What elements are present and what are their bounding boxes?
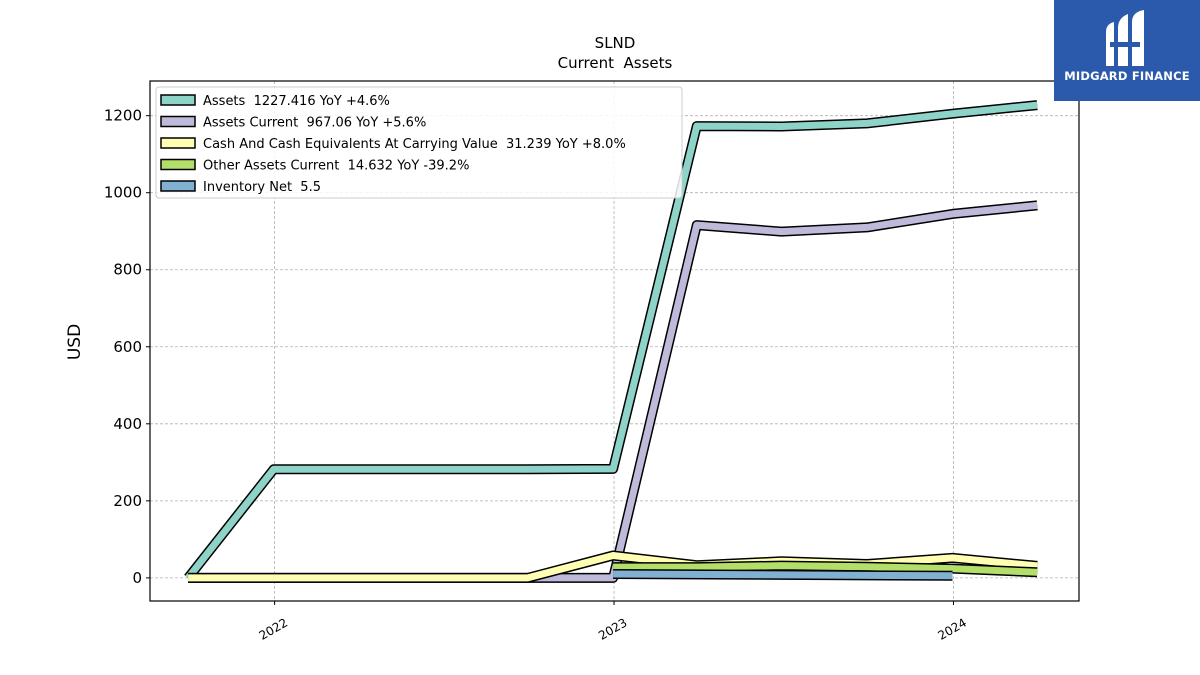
x-tick-label: 2023: [596, 615, 629, 642]
legend-label: Other Assets Current 14.632 YoY -39.2%: [203, 159, 469, 174]
y-tick-label: 200: [113, 492, 142, 510]
legend-swatch: [160, 158, 196, 171]
x-tick-label: 2024: [936, 615, 969, 642]
legend-label: Inventory Net 5.5: [203, 180, 321, 195]
legend-item: Other Assets Current 14.632 YoY -39.2%: [160, 158, 469, 174]
legend-label: Cash And Cash Equivalents At Carrying Va…: [203, 137, 626, 152]
legend-swatch: [160, 115, 196, 128]
y-tick-label: 600: [113, 338, 142, 356]
chart-title: SLND: [595, 34, 636, 52]
series-line-inventory-net: [613, 570, 953, 580]
legend-swatch: [160, 94, 196, 106]
legend-swatch: [160, 137, 196, 149]
series-line-other-assets-current: [613, 562, 1038, 576]
legend-swatch: [160, 180, 196, 192]
legend-box: [155, 86, 683, 199]
y-tick-label: 1200: [104, 107, 142, 125]
legend-item: Assets Current 967.06 YoY +5.6%: [160, 115, 426, 131]
logo-text: MIDGARD FINANCE: [1064, 69, 1190, 83]
legend-label: Assets Current 967.06 YoY +5.6%: [203, 116, 426, 131]
series-lines: [184, 100, 1038, 583]
legend-item: Cash And Cash Equivalents At Carrying Va…: [160, 137, 626, 152]
y-tick-label: 400: [113, 415, 142, 433]
legend-item: Assets 1227.416 YoY +4.6%: [160, 94, 390, 109]
x-tick-label: 2022: [257, 615, 290, 642]
chart-subtitle: Current Assets: [558, 54, 673, 72]
y-tick-label: 800: [113, 261, 142, 279]
logo: MIDGARD FINANCE: [1054, 0, 1200, 101]
legend-label: Assets 1227.416 YoY +4.6%: [203, 94, 390, 109]
y-axis-label: USD: [65, 324, 85, 360]
y-tick-label: 0: [132, 569, 142, 587]
series-line-assets-current: [188, 201, 1038, 582]
legend-item: Inventory Net 5.5: [160, 180, 321, 195]
legend: Assets 1227.416 YoY +4.6% Assets Current …: [155, 86, 683, 199]
series-outline-assets-current: [188, 200, 1038, 583]
y-tick-label: 1000: [104, 184, 142, 202]
series-line-assets: [185, 101, 1038, 581]
midgard-logo-icon: [1106, 10, 1144, 66]
